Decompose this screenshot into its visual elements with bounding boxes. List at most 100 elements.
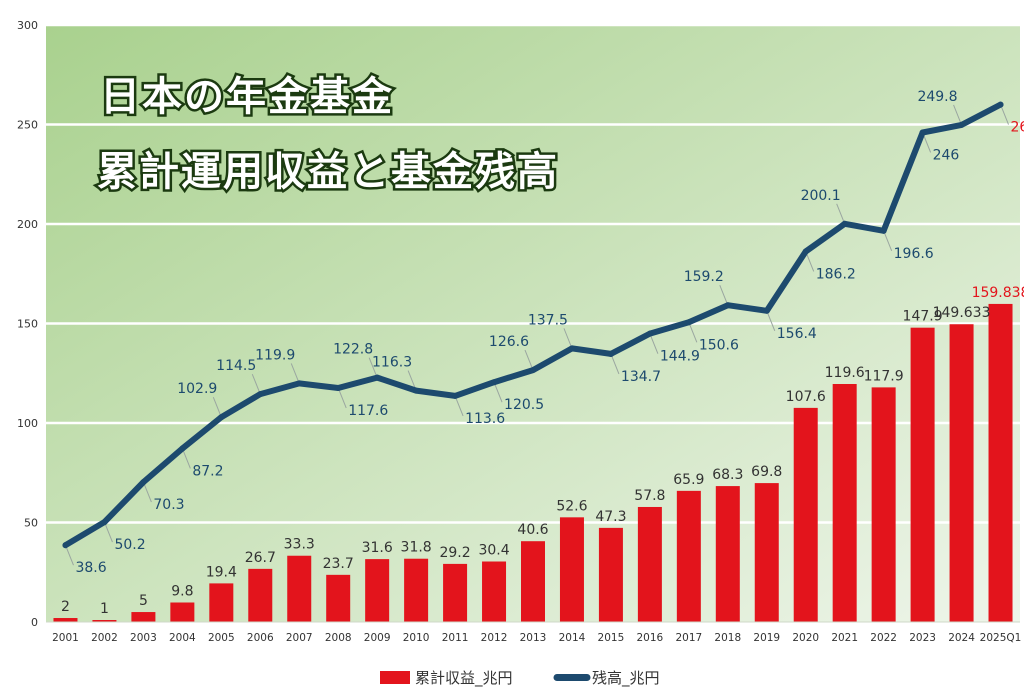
line-point [646,330,653,337]
line-data-label: 87.2 [192,463,223,479]
leader-lines [65,104,1009,566]
bar-data-labels: 2 1 5 9.8 19.4 26.7 33.3 23.7 31.6 31.8 29.2 30.4 40… [61,285,1024,617]
line-point [413,387,420,394]
line-point [568,345,575,352]
leader-line [563,328,573,349]
bar [754,483,779,622]
leader-line [836,203,846,224]
line-data-label: 246 [933,147,960,163]
x-tick-label: 2023 [909,632,936,644]
x-tick-label: 2022 [870,632,897,644]
bar [248,568,273,622]
line-point [763,307,770,314]
line-data-label: 122.8 [333,342,373,358]
leader-line [290,363,300,384]
y-tick-label: 50 [24,517,38,530]
bar-data-label: 31.8 [401,540,432,556]
x-tick-label: 2003 [130,632,157,644]
x-axis: 2001 2002 2003 2004 2005 2006 2007 2008 2009 2010… [46,621,1022,644]
x-tick-label: 2009 [364,632,391,644]
x-tick-label: 2024 [948,632,975,644]
line-point [491,379,498,386]
bar-data-label: 147.9 [903,309,943,325]
bar-data-label: 47.3 [595,509,626,525]
bar-data-label: 30.4 [478,543,509,559]
x-tick-label: 2018 [714,632,741,644]
bar [209,583,234,622]
line-data-label: 120.5 [504,397,544,413]
y-tick-label: 0 [31,616,38,629]
y-tick-label: 250 [17,119,38,132]
title-line-1: 日本の年金基金 [100,73,394,120]
leader-line [524,349,534,371]
leader-line [883,230,893,251]
x-tick-label: 2020 [792,632,819,644]
bar [53,618,78,622]
y-tick-label: 100 [17,417,38,430]
leader-line [103,521,113,543]
x-tick-label: 2019 [753,632,780,644]
line-point [841,220,848,227]
leader-line [688,322,698,343]
bar-data-label: 57.8 [634,488,665,504]
y-tick-label: 150 [17,318,38,331]
bar-data-label: 19.4 [206,564,237,580]
bar [521,541,545,622]
bar [676,490,701,622]
y-tick-label: 300 [17,19,38,32]
line-point [919,129,926,136]
bar [910,327,935,622]
chart-title: 日本の年金基金 累計運用収益と基金残高 [95,71,560,198]
line-data-label: 38.6 [75,560,106,576]
x-tick-label: 2016 [637,632,664,644]
bar-data-label: 68.3 [712,467,743,483]
line-point [335,384,342,391]
x-tick-label: 2008 [325,632,352,644]
line-data-label: 113.6 [465,411,505,427]
leader-line [1000,104,1009,125]
x-tick-label: 2013 [520,632,547,644]
x-tick-label: 2014 [559,632,586,644]
x-tick-label: 2025Q1 [980,632,1022,644]
leader-line [65,545,74,566]
line-point [685,319,692,326]
bar [131,612,156,622]
title-line-2: 累計運用収益と基金残高 [97,148,559,195]
bar [559,517,584,622]
bar-data-label: 29.2 [439,545,470,561]
bar [793,407,818,622]
leader-line [454,395,464,417]
line-point [374,374,381,381]
bar [365,559,390,622]
line-point [958,121,965,128]
leader-line [719,285,729,306]
line-point [257,391,264,398]
bar-data-label: 52.6 [556,498,587,514]
x-tick-label: 2015 [598,632,625,644]
legend-label-bar: 累計収益_兆円 [415,669,513,688]
leader-line [649,333,659,354]
line-data-label: 260 [1011,120,1024,136]
leader-line [953,104,963,126]
line-data-label: 70.3 [153,497,184,513]
bar-data-label: 23.7 [323,556,354,572]
x-tick-label: 2021 [831,632,858,644]
leader-line [251,373,261,395]
line-point [452,392,459,399]
leader-line [766,310,776,331]
bar-data-label: 40.6 [517,522,548,538]
line-data-label: 117.6 [348,403,388,419]
bar-data-label: 69.8 [751,464,782,480]
line-point [724,302,731,309]
bar-data-label: 159.838 [972,285,1024,301]
x-tick-label: 2006 [247,632,274,644]
line-point [997,101,1004,108]
line-point [140,479,147,486]
y-axis: 0 50 100 150 200 250 300 [17,19,38,629]
bar-data-label: 9.8 [171,583,193,599]
x-tick-label: 2012 [481,632,508,644]
line-point [880,227,887,234]
bar-data-label: 2 [61,599,70,615]
